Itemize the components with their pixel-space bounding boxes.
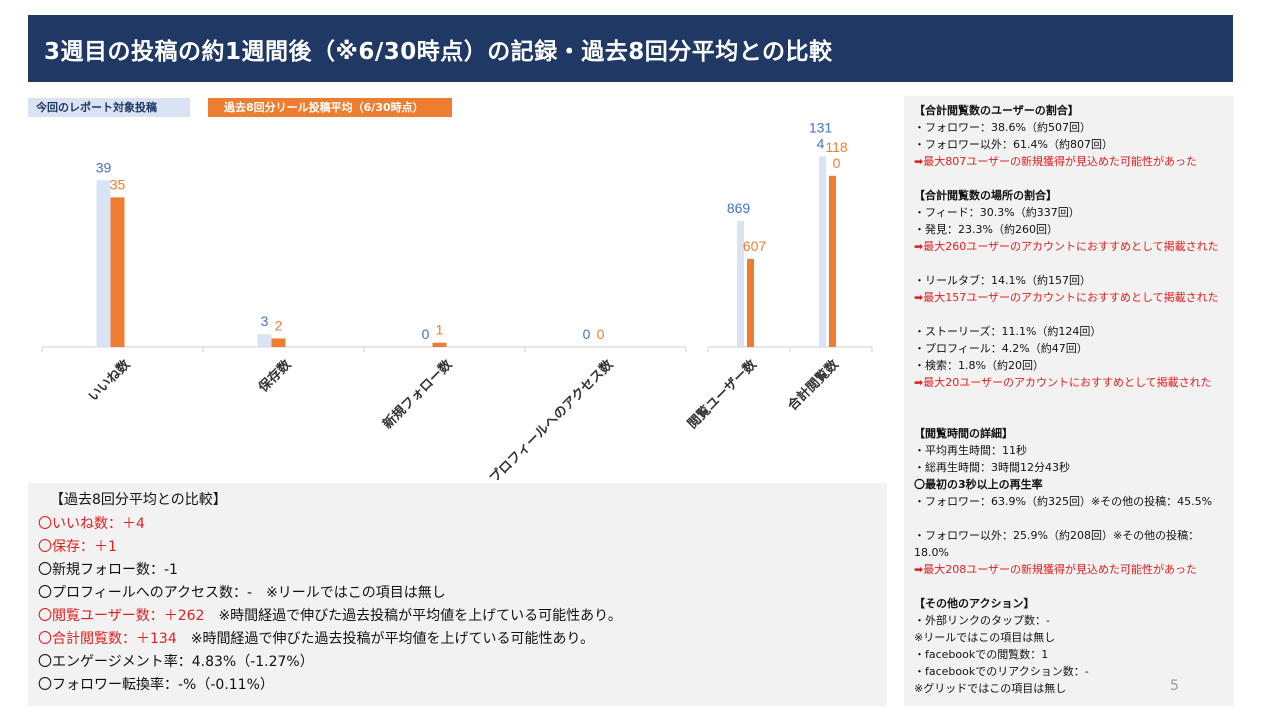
data-label-current: 131	[809, 119, 833, 135]
comparison-item-text: 〇合計閲覧数：＋134	[38, 631, 177, 647]
comparison-panel: 【過去8回分平均との比較】 〇いいね数：＋4 〇保存：＋1 〇新規フォロー数：-1 〇…	[28, 483, 887, 706]
bar-current	[257, 334, 272, 347]
insight-item: ・フォロワー：63.9%（約325回）※その他の投稿：45.5%	[914, 495, 1213, 508]
bar-average	[432, 342, 447, 347]
insight-item: ➡最大208ユーザーの新規獲得が見込めた可能性があった	[914, 563, 1197, 576]
data-label-average: 2	[275, 317, 283, 333]
data-label-current: 869	[727, 200, 751, 216]
x-tick-label: 合計閲覧数	[785, 356, 843, 414]
comparison-item-text: 〇いいね数：＋4	[38, 516, 145, 532]
data-label-current: 3	[261, 313, 269, 329]
x-tick-label: 閲覧ユーザー数	[684, 356, 760, 432]
page-number: 5	[1170, 678, 1179, 694]
comparison-item: 〇保存：＋1	[38, 536, 117, 556]
legend-current: 今回のレポート対象投稿	[28, 98, 190, 117]
insight-item: ・ストーリーズ：11.1%（約124回）	[914, 325, 1102, 338]
comparison-item: 〇いいね数：＋4	[38, 513, 145, 533]
legend-average: 過去8回分リール投稿平均（6/30時点）	[208, 98, 452, 117]
comparison-item-text: 〇閲覧ユーザー数：＋262	[38, 608, 205, 624]
comparison-title: 【過去8回分平均との比較】	[50, 492, 227, 508]
insight-item: ・発見：23.3%（約260回）	[914, 223, 1058, 236]
bar-average	[271, 338, 286, 347]
data-label-average: 1	[436, 322, 444, 338]
insight-item: ➡最大807ユーザーの新規獲得が見込めた可能性があった	[914, 155, 1197, 168]
insight-heading: 【閲覧時間の詳細】	[914, 427, 1013, 440]
insight-heading: 【合計閲覧数のユーザーの割合】	[914, 104, 1079, 117]
insights-panel: 【合計閲覧数のユーザーの割合】 ・フォロワー：38.6%（約507回） ・フォロワー…	[904, 96, 1234, 706]
data-label-current: 0	[422, 326, 430, 342]
data-label-average: 35	[110, 176, 126, 192]
insight-item: ・フォロワー：38.6%（約507回）	[914, 121, 1091, 134]
bar-average	[829, 175, 836, 347]
insight-item: ・プロフィール：4.2%（約47回）	[914, 342, 1088, 355]
title-bar: 3週目の投稿の約1週間後（※6/30時点）の記録・過去8回分平均との比較	[28, 15, 1233, 82]
insight-item: ・フォロワー以外：61.4%（約807回）	[914, 138, 1113, 151]
comparison-item: 〇合計閲覧数：＋134 ※時間経過で伸びた過去投稿が平均値を上げている可能性あり。	[38, 628, 594, 648]
comparison-item: 〇エンゲージメント率：4.83%（-1.27%）	[38, 651, 314, 671]
comparison-item: 〇プロフィールへのアクセス数：- ※リールではこの項目は無し	[38, 582, 446, 602]
comparison-item: 〇閲覧ユーザー数：＋262 ※時間経過で伸びた過去投稿が平均値を上げている可能性あ…	[38, 605, 622, 625]
x-tick-label: プロフィールへのアクセス数	[486, 356, 617, 480]
x-tick-label: 新規フォロー数	[380, 356, 456, 432]
comparison-item: 〇フォロワー転換率：-%（-0.11%）	[38, 674, 274, 694]
page-title: 3週目の投稿の約1週間後（※6/30時点）の記録・過去8回分平均との比較	[44, 39, 833, 65]
comparison-item: 〇新規フォロー数：-1	[38, 559, 178, 579]
comparison-item-note: ※リールではこの項目は無し	[266, 585, 446, 601]
data-label-average: 118	[825, 139, 848, 155]
data-label-average: 607	[743, 238, 767, 254]
insight-item: ・検索：1.8%（約20回）	[914, 359, 1044, 372]
insight-item: ・フォロワー以外：25.9%（約208回）※その他の投稿：18.0%	[914, 529, 1200, 559]
insight-item: ・facebookでのリアクション数：-	[914, 665, 1089, 678]
bar-average	[110, 197, 125, 347]
insight-heading: 【合計閲覧数の場所の割合】	[914, 189, 1057, 202]
comparison-item-text: 〇プロフィールへのアクセス数：-	[38, 585, 253, 601]
bar-current	[96, 180, 111, 347]
bar-current	[737, 220, 744, 347]
insight-item: ・リールタブ：14.1%（約157回）	[914, 274, 1091, 287]
insight-heading: 〇最初の3秒以上の再生率	[914, 478, 1043, 491]
insight-item: ※グリッドではこの項目は無し	[914, 682, 1067, 695]
insight-item: ・facebookでの閲覧数：1	[914, 648, 1049, 661]
insight-item: ・外部リンクのタップ数：-	[914, 614, 1050, 627]
comparison-item-text: 〇フォロワー転換率：-%（-0.11%）	[38, 677, 274, 693]
insight-item: ・平均再生時間：11秒	[914, 444, 1027, 457]
data-label-current: 0	[583, 326, 591, 342]
insight-item: ・総再生時間：3時間12分43秒	[914, 461, 1070, 474]
insight-item: ➡最大260ユーザーのアカウントにおすすめとして掲載された	[914, 240, 1219, 253]
comparison-item-text: 〇新規フォロー数：-1	[38, 562, 178, 578]
comparison-item-text: 〇保存：＋1	[38, 539, 117, 555]
insight-item: ➡最大157ユーザーのアカウントにおすすめとして掲載された	[914, 291, 1219, 304]
insight-heading: 【その他のアクション】	[914, 597, 1035, 610]
x-tick-label: いいね数	[85, 356, 134, 405]
insight-item: ➡最大20ユーザーのアカウントにおすすめとして掲載された	[914, 376, 1212, 389]
comparison-item-note: ※時間経過で伸びた過去投稿が平均値を上げている可能性あり。	[190, 631, 595, 647]
data-label-current: 4	[817, 135, 825, 151]
insight-item: ※リールではこの項目は無し	[914, 631, 1056, 644]
data-label-average: 0	[833, 155, 841, 171]
data-label-average: 0	[597, 326, 605, 342]
bar-current	[819, 156, 826, 347]
bar-average	[747, 258, 754, 347]
comparison-item-note: ※時間経過で伸びた過去投稿が平均値を上げている可能性あり。	[218, 608, 622, 624]
insight-item: ・フィード：30.3%（約337回）	[914, 206, 1080, 219]
data-label-current: 39	[96, 159, 112, 175]
comparison-item-text: 〇エンゲージメント率：4.83%（-1.27%）	[38, 654, 314, 670]
x-tick-label: 保存数	[255, 356, 295, 396]
